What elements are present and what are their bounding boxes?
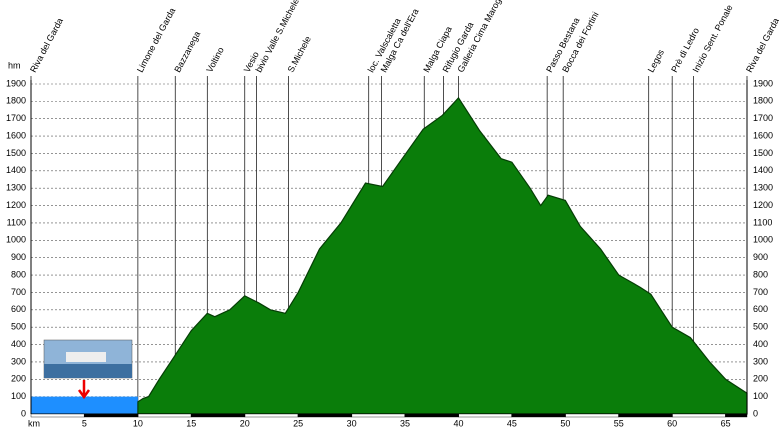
x-tick-label: 55: [614, 418, 624, 428]
profile-area: [31, 396, 138, 414]
scale-bar: [565, 413, 619, 418]
y-tick-label-right: 100: [753, 391, 768, 401]
y-tick-label: 1500: [6, 148, 26, 158]
y-tick-label-right: 600: [753, 304, 768, 314]
y-tick-label: 300: [11, 356, 26, 366]
scale-bar: [137, 413, 192, 418]
x-tick-label: 45: [507, 418, 517, 428]
y-tick-label: 500: [11, 322, 26, 332]
y-tick-label-right: 1700: [753, 113, 773, 123]
y-tick-label-right: 700: [753, 287, 768, 297]
y-tick-label-right: 1600: [753, 130, 773, 140]
y-tick-label-right: 1300: [753, 183, 773, 193]
y-tick-label-right: 200: [753, 374, 768, 384]
y-tick-label: 1900: [6, 78, 26, 88]
x-tick-label: 25: [293, 418, 303, 428]
y-tick-label: 1700: [6, 113, 26, 123]
scale-bar: [725, 413, 748, 418]
y-tick-label-right: 0: [753, 408, 758, 418]
scale-bar: [511, 413, 566, 418]
y-axis-label: hm: [8, 60, 21, 70]
boat-photo: [43, 339, 133, 400]
scale-bar: [244, 413, 299, 418]
y-tick-label: 400: [11, 339, 26, 349]
y-tick-label: 100: [11, 391, 26, 401]
scale-bar: [30, 413, 85, 418]
y-tick-label-right: 800: [753, 269, 768, 279]
x-tick-label: 30: [347, 418, 357, 428]
y-tick-label-right: 500: [753, 322, 768, 332]
y-tick-label-right: 1900: [753, 78, 773, 88]
y-tick-label: 1000: [6, 235, 26, 245]
y-tick-label-right: 400: [753, 339, 768, 349]
y-tick-label: 1800: [6, 96, 26, 106]
scale-bar: [618, 413, 673, 418]
scale-bar: [351, 413, 406, 418]
scale-bar: [297, 413, 352, 418]
scale-bar: [404, 413, 459, 418]
x-tick-label: 35: [400, 418, 410, 428]
y-tick-label: 600: [11, 304, 26, 314]
scale-bar: [671, 413, 726, 418]
y-tick-label: 200: [11, 374, 26, 384]
y-tick-label: 1400: [6, 165, 26, 175]
y-tick-label-right: 900: [753, 252, 768, 262]
axes: 0 0 100 100 200 200 300 300 400 400 500 500 600 600 70…: [6, 78, 773, 428]
y-tick-label: 1300: [6, 183, 26, 193]
scale-bar: [191, 413, 245, 418]
x-tick-label: 60: [667, 418, 677, 428]
y-tick-label-right: 1200: [753, 200, 773, 210]
scale-bar: [84, 413, 139, 418]
y-tick-label: 700: [11, 287, 26, 297]
y-tick-label-right: 1500: [753, 148, 773, 158]
x-axis-label: km: [28, 418, 40, 428]
y-tick-label-right: 1000: [753, 235, 773, 245]
y-tick-label: 900: [11, 252, 26, 262]
y-tick-label-right: 1800: [753, 96, 773, 106]
x-tick-label: 40: [453, 418, 463, 428]
x-tick-label: 50: [560, 418, 570, 428]
y-tick-label: 1200: [6, 200, 26, 210]
x-tick-label: 65: [721, 418, 731, 428]
profile-area: [137, 96, 748, 415]
scale-bar: [458, 413, 513, 418]
y-tick-label-right: 300: [753, 356, 768, 366]
y-tick-label: 800: [11, 269, 26, 279]
y-tick-label: 1600: [6, 130, 26, 140]
y-tick-label: 1100: [7, 217, 26, 227]
x-tick-label: 15: [186, 418, 196, 428]
x-tick-label: 10: [133, 418, 143, 428]
x-tick-label: 5: [82, 418, 87, 428]
y-tick-label-right: 1100: [753, 217, 772, 227]
y-tick-label: 0: [21, 408, 26, 418]
x-tick-label: 20: [240, 418, 250, 428]
y-tick-label-right: 1400: [753, 165, 773, 175]
profile: [31, 96, 748, 415]
